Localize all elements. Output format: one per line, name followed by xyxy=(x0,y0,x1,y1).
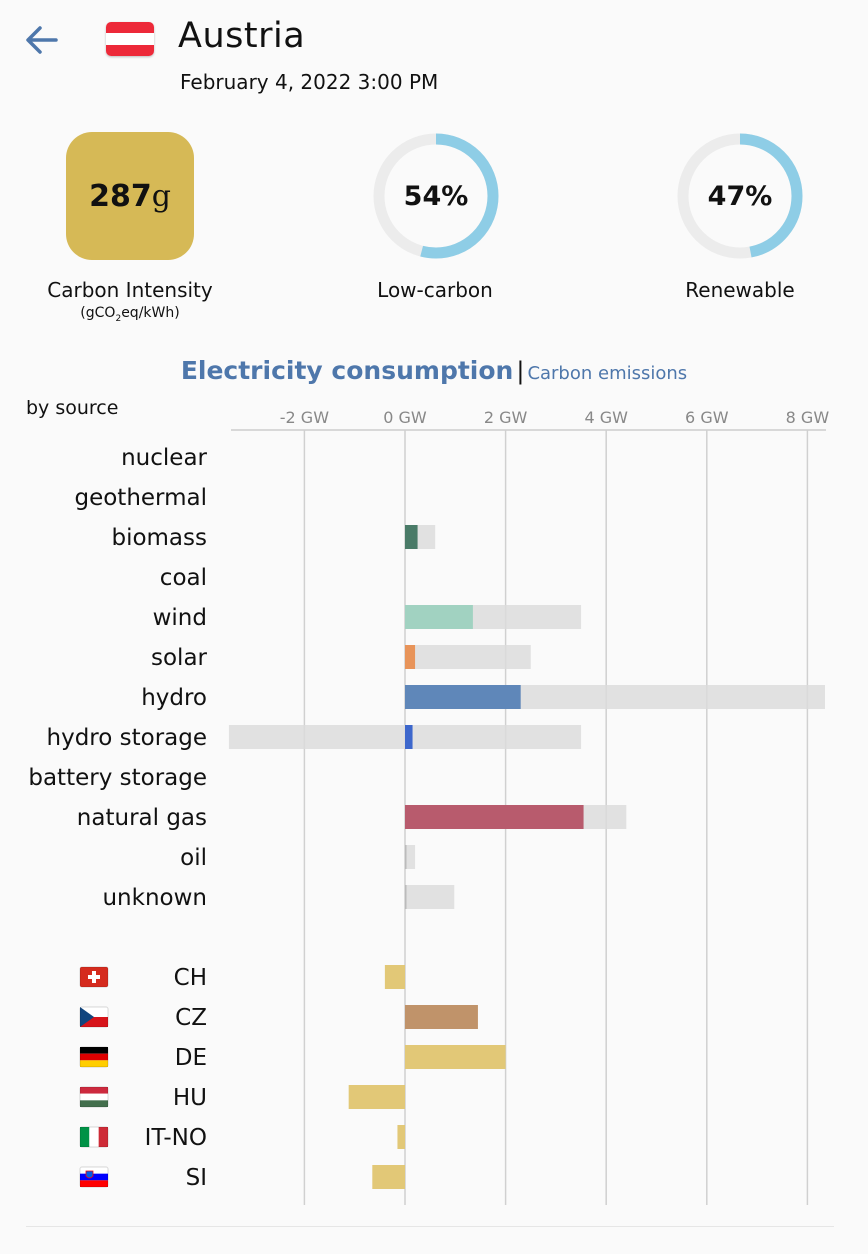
exchange-zone-label: CH xyxy=(174,965,207,991)
source-label: battery storage xyxy=(28,765,207,791)
production-bar xyxy=(405,605,473,629)
it-no-flag-icon xyxy=(79,1126,109,1148)
tab-electricity-consumption[interactable]: Electricity consumption xyxy=(180,356,514,385)
tick-label: 0 GW xyxy=(383,408,427,427)
exchange-zone-label: DE xyxy=(175,1045,207,1071)
source-label: solar xyxy=(151,645,208,671)
de-flag-icon xyxy=(79,1046,109,1068)
carbon-intensity-value: 287 xyxy=(89,178,152,214)
exchange-bar xyxy=(372,1165,405,1189)
tick-label: 4 GW xyxy=(584,408,628,427)
back-button[interactable] xyxy=(22,20,62,60)
renewable-value: 47% xyxy=(707,180,773,212)
capacity-bar xyxy=(405,885,455,909)
capacity-bar xyxy=(405,845,416,869)
capacity-bar xyxy=(405,525,436,549)
exchange-zone-label: HU xyxy=(173,1085,207,1111)
tab-carbon-emissions[interactable]: Carbon emissions xyxy=(527,363,688,384)
carbon-intensity-sublabel: (gCO2eq/kWh) xyxy=(80,305,180,324)
production-bar xyxy=(405,525,418,549)
source-label: geothermal xyxy=(74,485,207,511)
by-source-label: by source xyxy=(26,397,119,419)
capacity-bar xyxy=(228,725,582,749)
source-label: natural gas xyxy=(77,805,207,831)
source-label: biomass xyxy=(111,525,207,551)
source-label: hydro xyxy=(141,685,207,711)
exchange-zone-label: SI xyxy=(186,1165,207,1191)
tick-label: 8 GW xyxy=(786,408,830,427)
cz-flag-icon xyxy=(79,1006,109,1028)
low-carbon-gauge: 54% xyxy=(371,131,501,261)
exchange-zone-label: CZ xyxy=(175,1005,207,1031)
low-carbon-label: Low-carbon xyxy=(377,278,493,302)
production-bar xyxy=(405,685,521,709)
carbon-intensity-box: 287 g xyxy=(66,132,194,260)
tick-label: 6 GW xyxy=(685,408,729,427)
capacity-bar xyxy=(405,645,531,669)
carbon-intensity-label: Carbon Intensity xyxy=(47,278,213,302)
production-bar xyxy=(405,805,584,829)
exchange-bar xyxy=(405,1005,478,1029)
ch-flag-icon xyxy=(79,966,109,988)
exchange-zone-label: IT-NO xyxy=(145,1125,207,1151)
exchange-bar xyxy=(397,1125,405,1149)
source-label: nuclear xyxy=(121,445,207,471)
capacity-bar xyxy=(405,805,627,829)
exchange-bar xyxy=(384,965,405,989)
source-label: wind xyxy=(153,605,207,631)
tab-separator: | xyxy=(516,357,525,385)
renewable-label: Renewable xyxy=(685,278,795,302)
low-carbon-value: 54% xyxy=(403,180,469,212)
production-bar xyxy=(405,725,413,749)
capacity-bar xyxy=(405,685,826,709)
source-label: unknown xyxy=(102,885,207,911)
austria-flag-icon xyxy=(106,22,154,56)
carbon-intensity-unit: g xyxy=(151,178,171,214)
zone-name: Austria xyxy=(178,16,306,56)
exchange-bar xyxy=(405,1045,506,1069)
hu-flag-icon xyxy=(79,1086,109,1108)
tick-label: 2 GW xyxy=(484,408,528,427)
chart-mode-tabs: Electricity consumption | Carbon emissions xyxy=(0,356,868,385)
source-label: oil xyxy=(180,845,207,871)
renewable-gauge: 47% xyxy=(675,131,805,261)
capacity-bar xyxy=(405,605,582,629)
production-bar xyxy=(405,845,407,869)
si-flag-icon xyxy=(79,1166,109,1188)
source-label: hydro storage xyxy=(47,725,208,751)
production-bar xyxy=(405,885,407,909)
datetime: February 4, 2022 3:00 PM xyxy=(180,70,439,94)
arrow-left-icon xyxy=(26,26,58,54)
production-bar xyxy=(405,645,416,669)
bottom-divider xyxy=(26,1226,834,1227)
tick-label: -2 GW xyxy=(280,408,329,427)
exchange-bar xyxy=(348,1085,405,1109)
source-label: coal xyxy=(160,565,207,591)
